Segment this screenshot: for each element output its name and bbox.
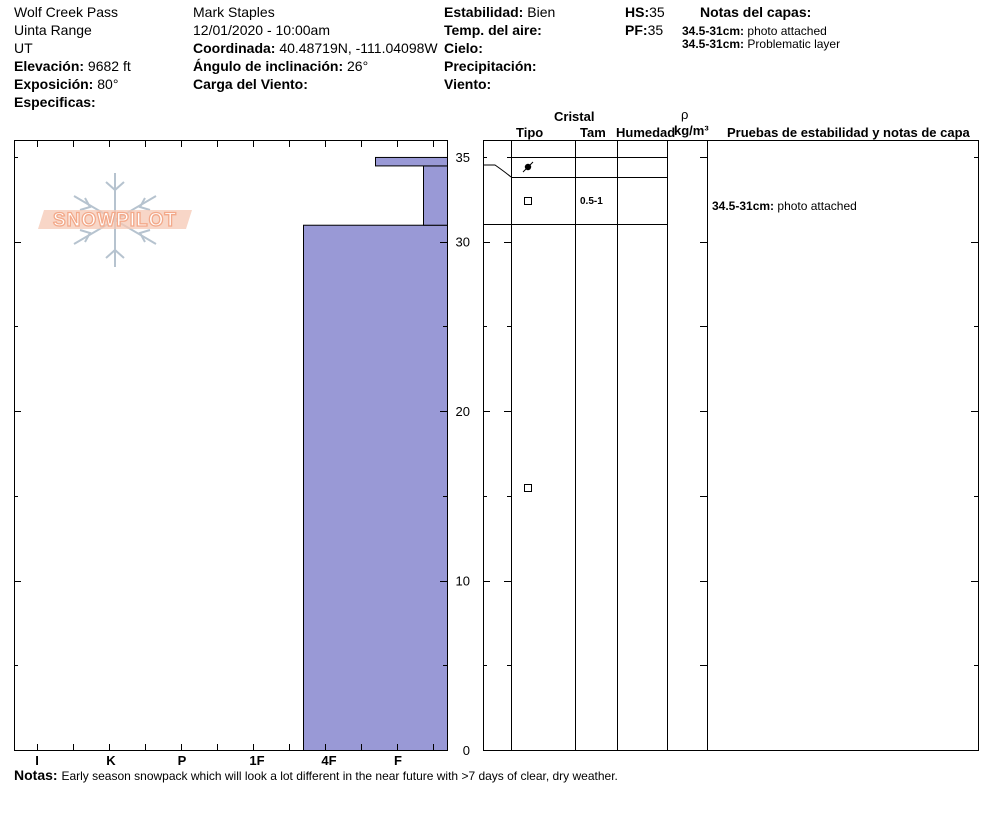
sky-label: Cielo: <box>444 40 483 56</box>
hardness-tick-label: P <box>178 753 187 768</box>
hardness-tick-label: F <box>394 753 402 768</box>
hardness-layer-bar <box>375 156 448 167</box>
location-name: Wolf Creek Pass <box>14 4 118 20</box>
layer-test-note-text: photo attached <box>777 199 857 213</box>
layer-size-value: 0.5-1 <box>580 196 603 207</box>
precip-label: Precipitación: <box>444 58 537 74</box>
observation-datetime: 12/01/2020 - 10:00am <box>193 22 330 38</box>
faceted-crystal-icon <box>524 197 532 205</box>
layer-note-range: 34.5-31cm: <box>682 37 745 51</box>
depth-tick-label: 10 <box>456 574 470 589</box>
crystal-header: Cristal <box>554 109 595 124</box>
notes-line: Notas: Early season snowpack which will … <box>14 766 618 784</box>
depth-tick-label: 20 <box>456 404 470 419</box>
aspect-field: Exposición: 80° <box>14 75 118 93</box>
hardness-plot-frame <box>14 140 448 751</box>
state-name: UT <box>14 40 33 56</box>
pf-field: PF:35 <box>625 21 663 39</box>
moisture-header: Humedad <box>616 125 676 140</box>
elevation-label: Elevación: <box>14 58 85 74</box>
hardness-layer-bar <box>303 224 448 751</box>
depth-tick-label: 0 <box>463 743 470 758</box>
density-unit-header: kg/m³ <box>674 123 709 138</box>
depth-tick-label: 30 <box>456 235 470 250</box>
hs-value: 35 <box>649 4 665 20</box>
wind-label: Viento: <box>444 76 492 92</box>
size-header: Tam <box>580 125 606 140</box>
slope-label: Ángulo de inclinación: <box>193 58 344 74</box>
elevation-field: Elevación: 9682 ft <box>14 57 131 75</box>
stability-field: Estabilidad: Bien <box>444 3 555 21</box>
hardness-tick-label: 4F <box>321 753 336 768</box>
aspect-label: Exposición: <box>14 76 94 92</box>
range-name: Uinta Range <box>14 22 92 38</box>
layer-notes-title: Notas del capas: <box>700 4 812 20</box>
wind-load-label: Carga del Viento: <box>193 76 308 92</box>
specifics-label: Especificas: <box>14 94 96 110</box>
layer-test-note-range: 34.5-31cm: <box>712 199 775 213</box>
layer-connector <box>483 164 512 178</box>
elevation-value: 9682 ft <box>87 58 131 74</box>
grain-symbols <box>522 161 534 492</box>
layer-note-text: photo attached <box>747 24 827 38</box>
layer-note-text: Problematic layer <box>747 37 841 51</box>
air-temp-label: Temp. del aire: <box>444 22 542 38</box>
type-header: Tipo <box>516 125 544 140</box>
hs-field: HS:35 <box>625 3 665 21</box>
hardness-tick-label: K <box>106 753 116 768</box>
layer-test-note: 34.5-31cm: photo attached <box>712 199 857 213</box>
faceted-crystal-icon <box>524 484 532 492</box>
coordinate-field: Coordinada: 40.48719N, -111.04098W <box>193 39 438 57</box>
notes-label: Notas: <box>14 767 58 783</box>
depth-tick-label: 35 <box>456 150 470 165</box>
notes-text: Early season snowpack which will look a … <box>61 769 618 783</box>
aspect-value: 80° <box>97 76 119 92</box>
rho-header: ρ <box>681 107 689 122</box>
pf-label: PF: <box>625 22 648 38</box>
graupel-icon <box>522 161 534 173</box>
logo-text: SNOWPILOT <box>53 210 177 231</box>
tests-header: Pruebas de estabilidad y notas de capa <box>727 125 970 140</box>
logo-banner <box>38 210 192 229</box>
coordinate-label: Coordinada: <box>193 40 276 56</box>
slope-value: 26° <box>347 58 369 74</box>
coordinate-value: 40.48719N, -111.04098W <box>279 40 438 56</box>
hs-label: HS: <box>625 4 650 20</box>
snowpilot-logo: SNOWPILOT <box>38 173 192 267</box>
layer-note-2: 34.5-31cm: Problematic layer <box>682 37 840 51</box>
hardness-layer-bar <box>423 165 448 226</box>
layer-note-range: 34.5-31cm: <box>682 24 745 38</box>
pf-value: 35 <box>647 22 664 38</box>
observer-name: Mark Staples <box>193 4 275 20</box>
hardness-tick-label: I <box>35 753 39 768</box>
slope-field: Ángulo de inclinación: 26° <box>193 57 368 75</box>
stability-label: Estabilidad: <box>444 4 524 20</box>
layer-table <box>483 140 979 751</box>
stability-value: Bien <box>527 4 556 20</box>
hardness-tick-label: 1F <box>249 753 264 768</box>
layer-note-1: 34.5-31cm: photo attached <box>682 24 827 38</box>
